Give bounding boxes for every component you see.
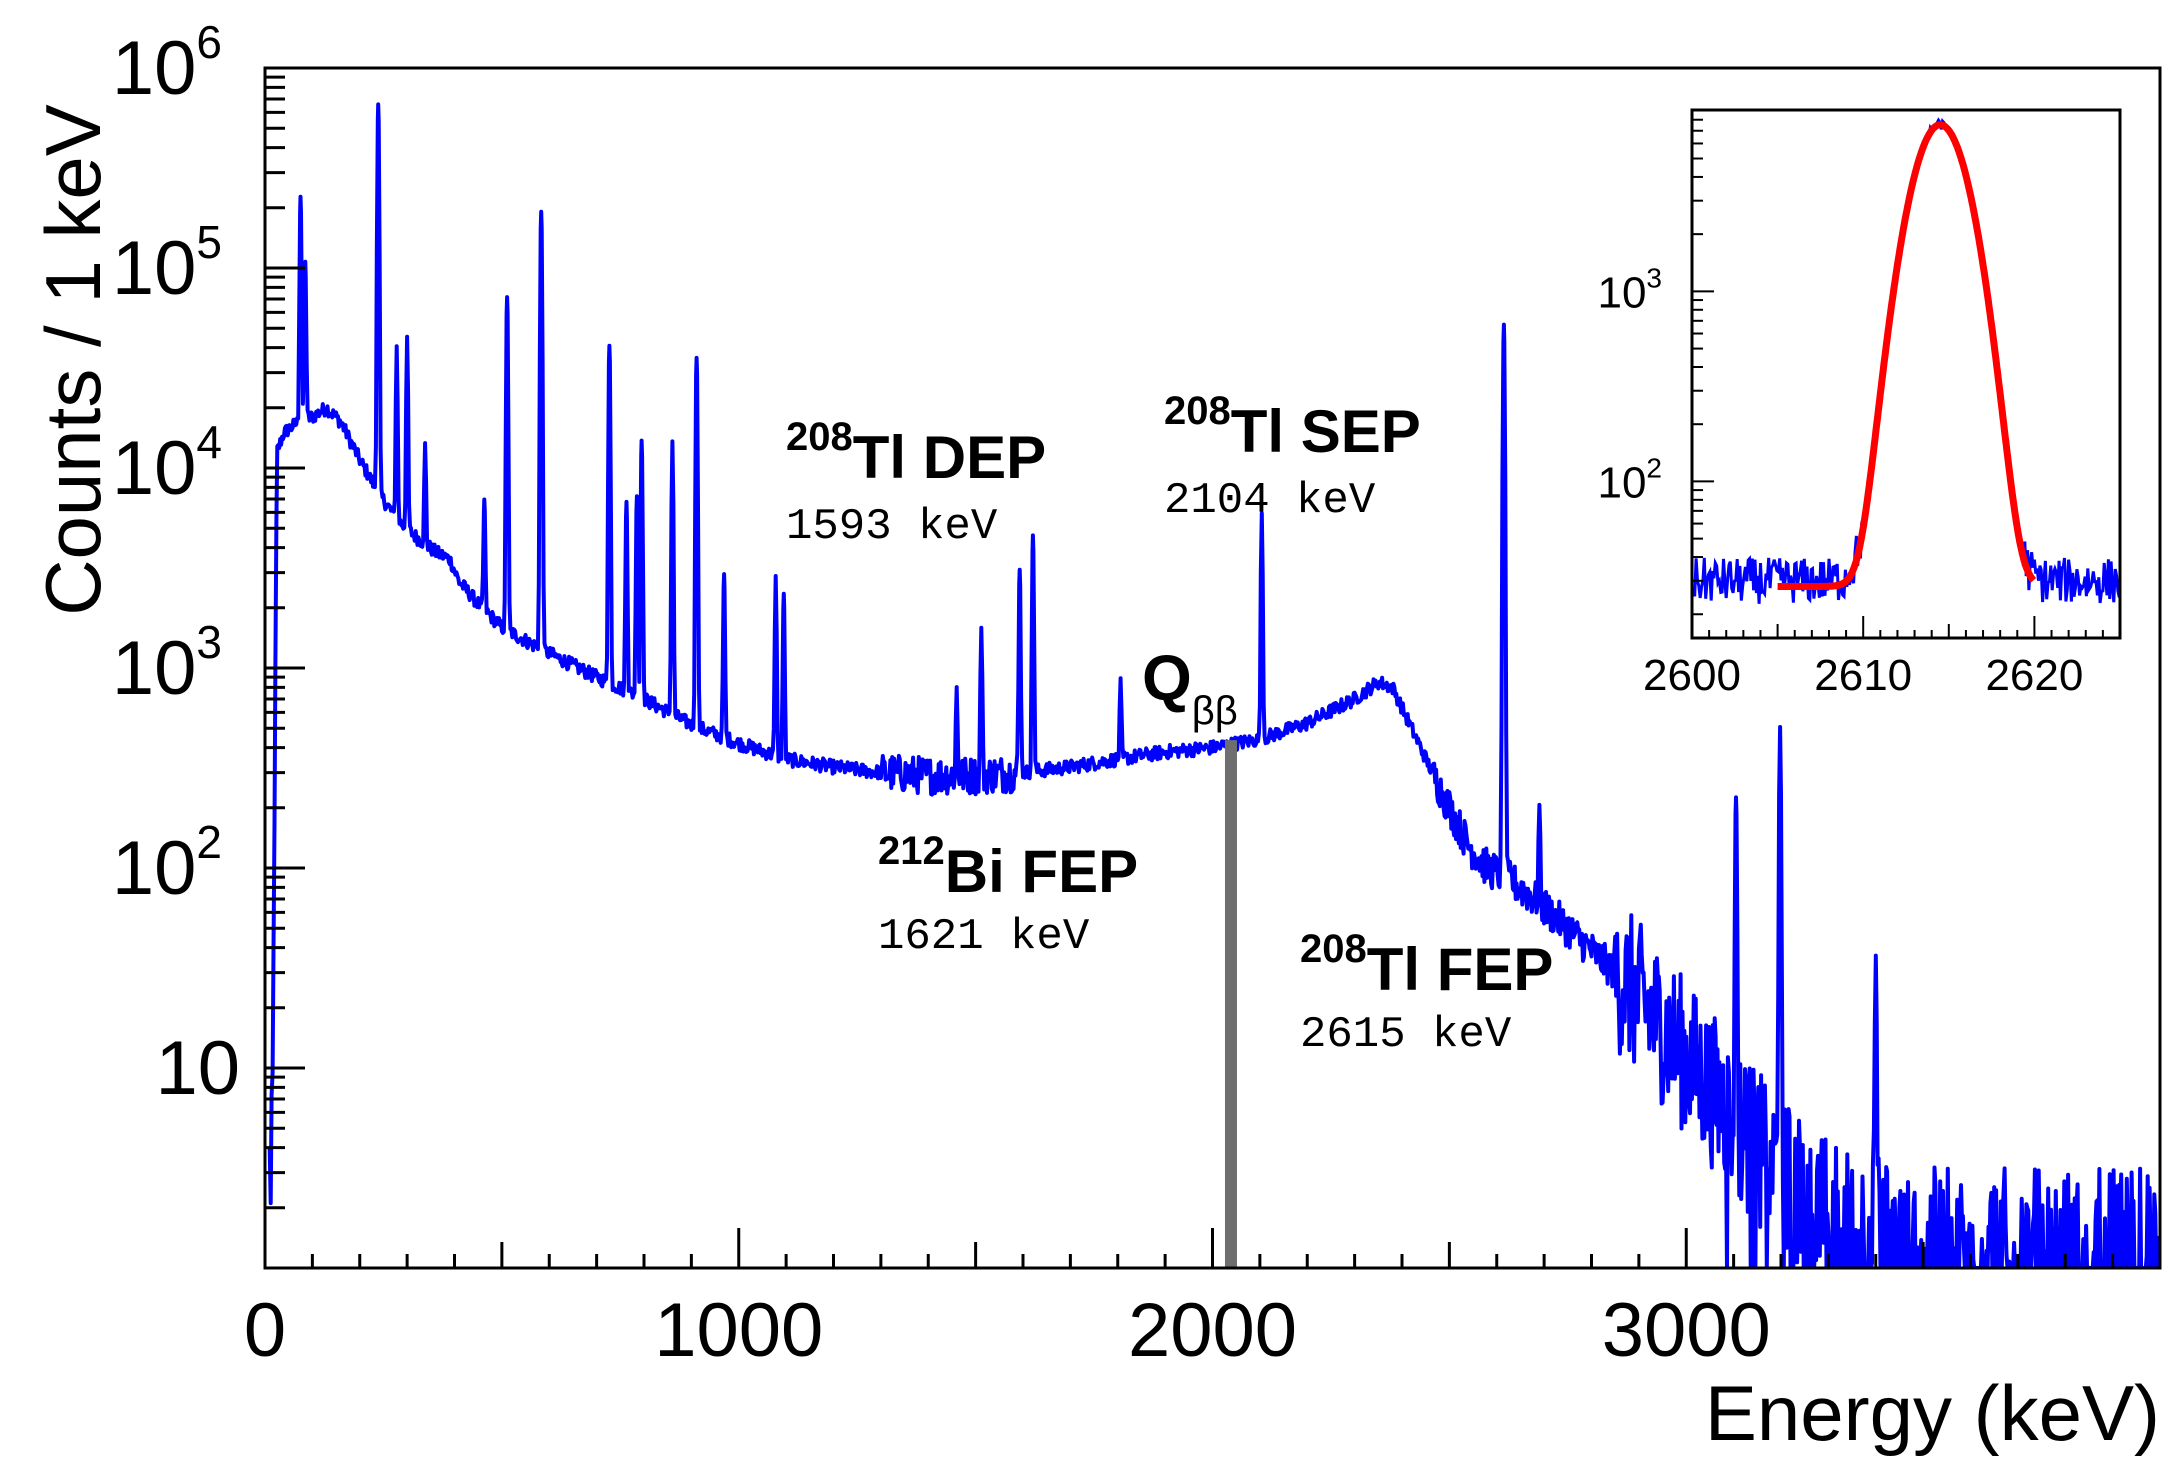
inset-x-tick-label: 2620 xyxy=(1985,651,2083,700)
annotation-tl-fep-energy: 2615 keV xyxy=(1300,1010,1512,1060)
inset-x-tick-label: 2610 xyxy=(1814,651,1912,700)
inset-plot-area xyxy=(1692,110,2120,638)
annotation-tl-sep: 208Tl SEP xyxy=(1164,389,1421,465)
y-tick-label: 105 xyxy=(112,216,222,311)
annotation-tl-fep: 208Tl FEP xyxy=(1300,927,1553,1003)
annotation-bi-fep-label: Bi FEP xyxy=(945,838,1138,905)
main-tick-labels: 0 1000 2000 3000 106 105 104 103 102 10 xyxy=(112,16,1771,1373)
annotation-tl-fep-mass: 208 xyxy=(1300,927,1367,971)
annotation-tl-sep-label: Tl SEP xyxy=(1231,398,1421,465)
main-series xyxy=(267,102,2160,1268)
annotation-tl-dep-label: Tl DEP xyxy=(853,424,1046,491)
y-tick-label: 104 xyxy=(112,416,222,511)
inset-fit-curve xyxy=(1777,121,2037,590)
y-tick-label: 103 xyxy=(112,616,222,711)
y-tick-label: 10 xyxy=(155,1026,240,1111)
annotation-tl-dep-energy: 1593 keV xyxy=(786,502,998,552)
inset-axes xyxy=(1690,108,2122,640)
annotation-tl-dep-mass: 208 xyxy=(786,415,853,459)
annotation-tl-sep-energy: 2104 keV xyxy=(1164,476,1376,526)
qbb-label-q: Q xyxy=(1142,642,1192,714)
x-axis-label: Energy (keV) xyxy=(1705,1369,2160,1457)
annotation-bi-fep: 212Bi FEP xyxy=(878,829,1138,905)
inset-x-tick-label: 2600 xyxy=(1643,651,1741,700)
inset-chart: 2600 2610 2620 103 102 xyxy=(1597,108,2122,700)
y-tick-label: 102 xyxy=(112,816,222,911)
qbb-label: Qββ xyxy=(1142,642,1238,733)
annotation-tl-dep: 208Tl DEP xyxy=(786,415,1046,491)
x-tick-label: 1000 xyxy=(654,1288,823,1373)
inset-frame xyxy=(1690,108,2122,640)
inset-fit-line xyxy=(1777,121,2037,590)
inset-tick-labels: 2600 2610 2620 103 102 xyxy=(1597,262,2083,700)
annotation-tl-sep-mass: 208 xyxy=(1164,389,1231,433)
annotation-bi-fep-energy: 1621 keV xyxy=(878,912,1090,962)
spectrum-line xyxy=(267,102,2160,1268)
inset-y-tick-label: 103 xyxy=(1597,262,1662,317)
inset-y-tick-label: 102 xyxy=(1597,452,1662,507)
annotation-bi-fep-mass: 212 xyxy=(878,829,945,873)
x-tick-label: 3000 xyxy=(1602,1288,1771,1373)
y-axis-label: Counts / 1 keV xyxy=(29,104,117,616)
y-tick-label: 106 xyxy=(112,16,222,111)
main-axes xyxy=(263,66,2162,1270)
qbb-label-subscript: ββ xyxy=(1192,689,1238,733)
x-tick-label: 2000 xyxy=(1128,1288,1297,1373)
annotation-tl-fep-label: Tl FEP xyxy=(1367,936,1554,1003)
x-tick-label: 0 xyxy=(244,1288,286,1373)
